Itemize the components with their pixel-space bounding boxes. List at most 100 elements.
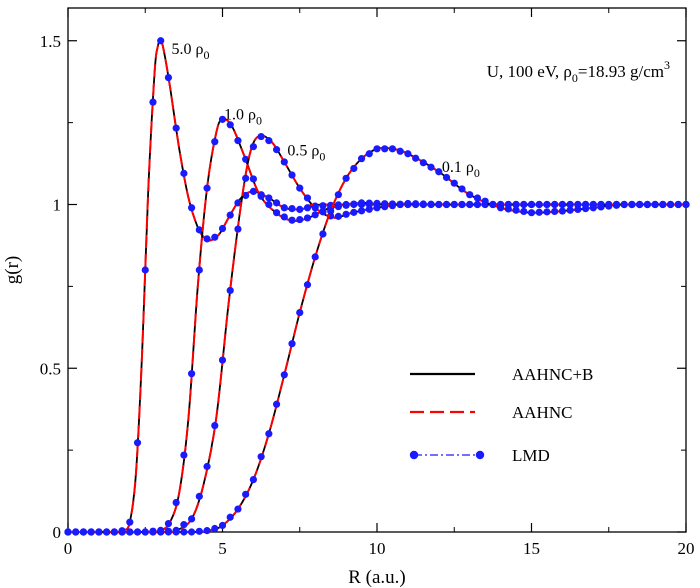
lmd-point xyxy=(164,519,173,528)
lmd-point xyxy=(574,205,582,214)
lmd-point xyxy=(566,200,574,209)
lmd-point xyxy=(419,200,427,208)
lmd-point xyxy=(234,505,242,513)
lmd-point xyxy=(242,191,250,200)
lmd-point xyxy=(218,356,227,364)
lmd-point xyxy=(381,145,389,153)
lmd-point xyxy=(489,200,497,209)
lmd-point xyxy=(164,73,173,82)
x-tick-label: 20 xyxy=(678,539,695,558)
lmd-point xyxy=(272,199,281,207)
lmd-point xyxy=(180,521,188,529)
lmd-point xyxy=(535,208,543,216)
lmd-point xyxy=(226,211,234,219)
lmd-point xyxy=(319,230,327,238)
legend-marker-lmd-left xyxy=(409,450,419,460)
lmd-point xyxy=(157,37,165,45)
lmd-point xyxy=(605,202,613,210)
lmd-point xyxy=(427,163,435,171)
aahnc-b-line xyxy=(67,134,687,534)
lmd-point xyxy=(180,528,188,536)
x-tick-label: 15 xyxy=(523,539,540,558)
lmd-point xyxy=(265,430,273,438)
lmd-point xyxy=(188,370,196,378)
lmd-point xyxy=(512,200,520,209)
density-label-1: 1.0 ρ0 xyxy=(224,106,262,127)
lmd-point xyxy=(195,527,203,535)
lmd-point xyxy=(311,204,319,212)
lmd-point xyxy=(280,158,288,166)
aahnc-line xyxy=(67,134,687,534)
lmd-point xyxy=(126,518,134,526)
lmd-point xyxy=(226,121,234,129)
lmd-point xyxy=(226,513,234,521)
lmd-point xyxy=(319,202,327,210)
lmd-point xyxy=(126,528,134,536)
lmd-point xyxy=(319,208,327,216)
plot-frame xyxy=(67,7,687,533)
lmd-point xyxy=(303,194,312,202)
lmd-point xyxy=(249,143,257,151)
x-tick-label: 5 xyxy=(218,539,227,558)
lmd-point xyxy=(288,204,296,213)
lmd-point xyxy=(172,528,180,536)
lmd-point xyxy=(141,266,149,274)
lmd-point xyxy=(327,207,335,215)
lmd-point xyxy=(473,194,482,202)
aahnc-line xyxy=(67,118,687,534)
lmd-point xyxy=(350,208,358,216)
lmd-line xyxy=(67,134,687,533)
y-tick-label: 1 xyxy=(53,196,62,215)
lmd-point xyxy=(419,159,427,167)
lmd-point xyxy=(296,184,304,192)
lmd-point xyxy=(265,200,273,209)
lmd-point xyxy=(234,137,242,145)
lmd-point xyxy=(280,204,288,212)
legend-label-lmd: LMD xyxy=(512,446,550,465)
lmd-line xyxy=(67,118,687,533)
lmd-point xyxy=(164,528,173,536)
lmd-point xyxy=(211,421,219,430)
lmd-point xyxy=(357,207,366,215)
lmd-point xyxy=(211,524,219,533)
lmd-point xyxy=(388,145,397,153)
legend-label-aahnc-b: AAHNC+B xyxy=(512,365,593,384)
lmd-point xyxy=(242,490,250,498)
lmd-point xyxy=(311,211,319,219)
lmd-point xyxy=(450,200,458,209)
lmd-point xyxy=(195,492,203,500)
lmd-point xyxy=(203,235,211,243)
lmd-point xyxy=(257,132,265,141)
lmd-point xyxy=(272,209,281,217)
lmd-point xyxy=(527,209,536,217)
y-tick-label: 0 xyxy=(53,523,62,542)
lmd-point xyxy=(551,207,559,216)
lmd-point xyxy=(149,528,157,536)
lmd-point xyxy=(249,187,257,195)
lmd-point xyxy=(257,453,265,461)
lmd-point xyxy=(180,451,188,459)
lmd-point xyxy=(226,286,234,295)
lmd-point xyxy=(473,200,482,209)
series-0 xyxy=(64,37,690,536)
lmd-point xyxy=(435,200,443,209)
lmd-point xyxy=(396,200,404,209)
lmd-point xyxy=(303,281,312,289)
lmd-point xyxy=(265,194,273,202)
lmd-point xyxy=(203,184,211,192)
axis-ticks xyxy=(67,8,687,533)
lmd-point xyxy=(435,168,443,176)
lmd-point xyxy=(497,204,505,212)
lmd-point xyxy=(79,528,88,536)
y-axis-title: g(r) xyxy=(2,256,23,284)
lmd-point xyxy=(141,528,149,536)
lmd-point xyxy=(342,201,350,209)
lmd-point xyxy=(334,191,342,199)
lmd-point xyxy=(242,174,250,182)
lmd-point xyxy=(180,169,188,177)
legend-marker-lmd-right xyxy=(475,450,485,460)
lmd-point xyxy=(118,528,126,536)
lmd-point xyxy=(504,205,512,213)
lmd-point xyxy=(280,371,288,379)
